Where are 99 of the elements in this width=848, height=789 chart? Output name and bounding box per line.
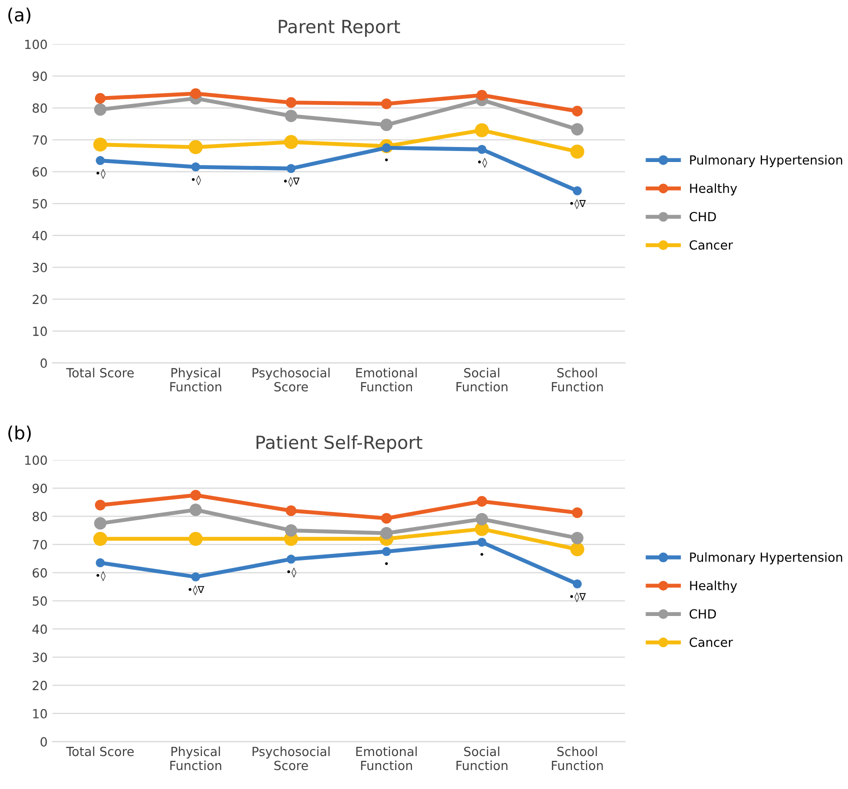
- point: [476, 512, 488, 526]
- y-tick-label: 90: [32, 72, 47, 81]
- point: [572, 579, 582, 588]
- x-tick-label: Physical Function: [170, 746, 222, 770]
- x-tick-label: Emotional Function: [356, 746, 417, 770]
- chart-title: Patient Self-Report: [256, 435, 422, 453]
- point: [191, 162, 200, 172]
- point: [284, 110, 298, 122]
- annotation: •◊∇: [188, 585, 204, 596]
- point: [96, 156, 105, 166]
- point: [572, 186, 582, 196]
- legend-label: Pulmonary Hypertension: [690, 552, 842, 564]
- point: [381, 98, 392, 110]
- y-tick-label: 10: [33, 326, 47, 336]
- point: [286, 505, 296, 516]
- point: [94, 517, 106, 530]
- point: [571, 123, 584, 136]
- text: (a): [8, 8, 30, 24]
- annotation: •◊: [192, 175, 201, 186]
- annotation: •◊: [478, 158, 488, 168]
- y-tick-label: 80: [32, 103, 47, 113]
- point: [93, 532, 108, 546]
- annotation: •: [480, 552, 484, 556]
- point: [191, 572, 200, 582]
- y-tick-label: 70: [32, 135, 47, 145]
- y-tick-label: 70: [32, 540, 47, 550]
- point: [286, 554, 296, 564]
- annotation: •◊∇: [284, 176, 300, 187]
- point: [572, 106, 583, 116]
- point: [284, 524, 298, 537]
- y-tick-label: 30: [32, 652, 47, 662]
- y-tick-label: 20: [32, 294, 47, 304]
- x-tick-label: School Function: [552, 368, 603, 392]
- x-tick-label: School Function: [552, 746, 603, 770]
- annotation: •◊∇: [570, 199, 586, 210]
- point: [286, 164, 296, 174]
- point: [477, 538, 486, 547]
- point: [94, 93, 106, 104]
- point: [476, 90, 488, 101]
- y-tick-label: 100: [25, 40, 47, 50]
- text: (b): [8, 426, 31, 442]
- y-tick-label: 80: [32, 512, 47, 522]
- legend-label: Healthy: [690, 580, 737, 593]
- annotation: •: [385, 562, 388, 566]
- legend-label: Pulmonary Hypertension: [690, 154, 842, 168]
- y-tick-label: 30: [32, 262, 47, 272]
- chart-title: Parent Report: [278, 20, 400, 37]
- point: [93, 138, 108, 152]
- x-tick-label: Psychosocial Score: [252, 368, 330, 392]
- y-tick-label: 60: [32, 568, 47, 578]
- legend-label: CHD: [690, 609, 716, 619]
- y-tick-label: 90: [32, 484, 47, 494]
- y-tick-label: 0: [40, 737, 47, 747]
- x-tick-label: Psychosocial Score: [252, 746, 330, 770]
- annotation: •◊: [96, 168, 106, 179]
- point: [190, 88, 202, 99]
- point: [94, 500, 106, 510]
- point: [476, 496, 488, 507]
- annotation: •◊: [287, 567, 296, 578]
- point: [570, 542, 584, 556]
- annotation: •◊∇: [570, 592, 586, 602]
- point: [96, 558, 105, 568]
- annotation: •: [385, 158, 388, 162]
- point: [381, 512, 392, 524]
- point: [474, 123, 489, 138]
- y-tick-label: 10: [33, 708, 47, 718]
- legend-label: Cancer: [690, 240, 733, 250]
- point: [188, 140, 203, 154]
- x-tick-label: Total Score: [66, 368, 134, 378]
- y-tick-label: 40: [32, 624, 47, 634]
- legend-label: Healthy: [690, 183, 737, 196]
- point: [380, 118, 393, 132]
- point: [188, 532, 203, 546]
- x-tick-label: Physical Function: [170, 368, 222, 392]
- point: [286, 97, 296, 108]
- y-tick-label: 20: [32, 680, 47, 690]
- y-tick-label: 0: [40, 358, 47, 368]
- point: [380, 527, 393, 540]
- point: [572, 507, 583, 518]
- x-tick-label: Emotional Function: [356, 368, 417, 392]
- y-tick-label: 100: [25, 455, 47, 465]
- point: [571, 532, 584, 544]
- point: [189, 504, 202, 516]
- legend-label: Cancer: [690, 638, 733, 647]
- point: [477, 144, 486, 154]
- y-tick-label: 50: [32, 596, 47, 606]
- y-tick-label: 60: [32, 167, 47, 177]
- y-tick-label: 40: [32, 230, 47, 240]
- x-tick-label: Social Function: [456, 746, 508, 770]
- y-tick-label: 50: [32, 199, 47, 208]
- point: [570, 144, 584, 159]
- annotation: •◊: [96, 571, 106, 582]
- x-tick-label: Social Function: [456, 368, 508, 392]
- point: [284, 135, 298, 150]
- x-tick-label: Total Score: [66, 746, 134, 756]
- point: [190, 490, 202, 501]
- point: [94, 103, 106, 116]
- point: [382, 547, 391, 556]
- legend-label: CHD: [690, 212, 716, 222]
